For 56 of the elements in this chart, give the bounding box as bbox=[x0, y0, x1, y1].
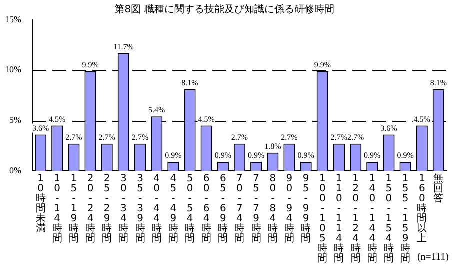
y-tick-label: 15% bbox=[4, 14, 22, 24]
data-label: 4.5% bbox=[49, 114, 66, 124]
data-label: 2.7% bbox=[347, 132, 364, 142]
data-label: 0.9% bbox=[397, 151, 414, 160]
x-tick-label: 60-64時間 bbox=[202, 174, 212, 245]
data-label: 0.9% bbox=[364, 151, 382, 160]
x-tick-label: 160時間以上 bbox=[417, 174, 428, 245]
y-tick-label: 0% bbox=[9, 165, 22, 176]
x-tick-label: 45-49時間 bbox=[168, 174, 178, 245]
data-label: 3.6% bbox=[380, 124, 398, 133]
x-tick-label: 20-24時間 bbox=[86, 174, 96, 245]
y-tick-label: 10% bbox=[4, 64, 22, 75]
category-label: 140-144時間 bbox=[367, 174, 378, 265]
data-label: 5.4% bbox=[148, 106, 166, 115]
x-tick-label: 25-29時間 bbox=[102, 174, 112, 245]
category-label: 155-159時間 bbox=[400, 174, 411, 265]
data-label: 4.5% bbox=[198, 114, 216, 124]
data-label: 2.7% bbox=[132, 132, 149, 142]
data-label: 3.6% bbox=[32, 124, 50, 133]
x-tick-label: 75-79時間 bbox=[251, 174, 262, 245]
data-label: 2.7% bbox=[330, 132, 348, 142]
chart-title: 第8図 職種に関する技能及び知識に係る研修時間 bbox=[114, 4, 334, 16]
x-tick-label: 70-74時間 bbox=[234, 174, 245, 245]
category-label: 150-154時間 bbox=[384, 174, 394, 265]
category-label: 110-114時間 bbox=[334, 174, 344, 265]
text: (n=111) bbox=[417, 252, 449, 263]
data-label: 9.9% bbox=[82, 60, 100, 70]
data-label: 2.7% bbox=[98, 132, 116, 142]
x-tick-label: 95-99時間 bbox=[301, 174, 312, 245]
data-label: 9.9% bbox=[314, 60, 332, 70]
x-tick-label: 15-19時間 bbox=[68, 174, 79, 245]
x-tick-label: 80-84時間 bbox=[268, 174, 278, 245]
category-label: 120-124時間 bbox=[350, 174, 361, 265]
x-tick-label: 10-14時間 bbox=[52, 174, 62, 245]
x-tick-label: 40-44時間 bbox=[152, 174, 162, 245]
category-label: 100-105時間 bbox=[318, 174, 328, 265]
x-tick-label: 30-34時間 bbox=[118, 174, 129, 245]
x-tick-label: 50-54時間 bbox=[185, 174, 196, 245]
data-label: 2.7% bbox=[281, 132, 298, 142]
data-label: 0.9% bbox=[298, 151, 315, 160]
data-label: 2.7% bbox=[231, 132, 248, 142]
data-label: 4.5% bbox=[414, 114, 431, 124]
data-label: 0.9% bbox=[248, 151, 265, 160]
y-tick-label: 5% bbox=[9, 115, 22, 126]
data-label: 2.7% bbox=[66, 132, 83, 142]
data-label: 8.1% bbox=[430, 78, 448, 88]
data-label: 1.8% bbox=[264, 142, 282, 151]
data-label: 8.1% bbox=[182, 78, 199, 88]
x-tick-label: 65-69時間 bbox=[218, 174, 228, 245]
x-tick-label: 90-94時間 bbox=[284, 174, 294, 245]
data-label: 0.9% bbox=[214, 151, 232, 160]
data-label: 11.7% bbox=[114, 42, 134, 52]
x-tick-label: 無回答 bbox=[434, 172, 444, 205]
data-label: 0.9% bbox=[165, 151, 182, 160]
x-tick-label: 10時間未満 bbox=[36, 174, 46, 235]
x-tick-label: 35-39時間 bbox=[135, 174, 146, 245]
